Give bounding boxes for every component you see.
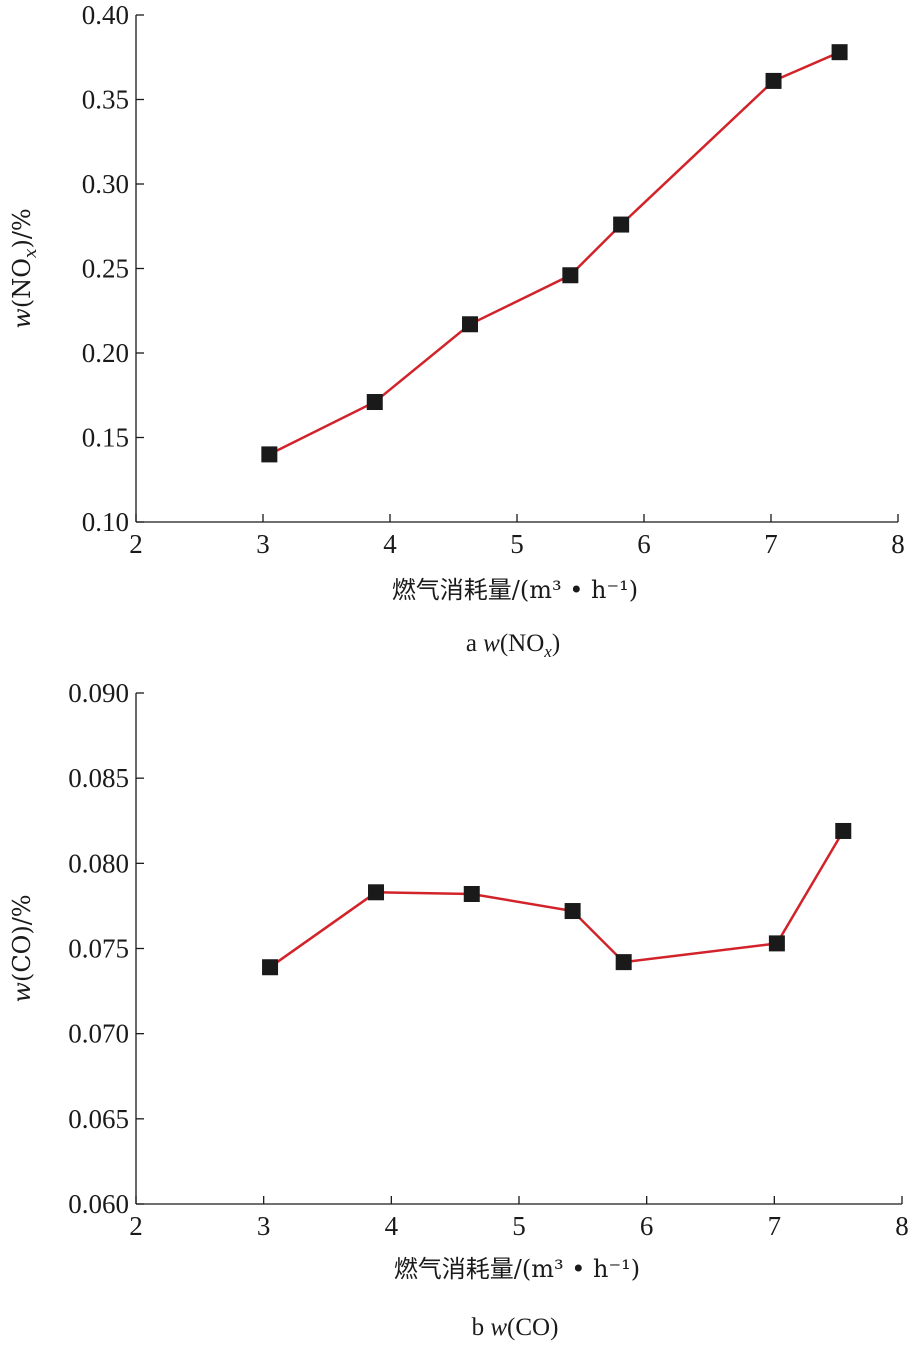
y-tick-label: 0.060 (68, 1189, 129, 1219)
y-tick-label: 0.080 (68, 848, 129, 878)
data-point-marker (463, 885, 480, 902)
x-tick-label: 6 (640, 1211, 654, 1241)
y-tick-label: 0.065 (68, 1104, 129, 1134)
x-tick-label: 2 (129, 529, 143, 559)
x-tick-label: 4 (383, 529, 397, 559)
chart-a: 0.10 0.15 0.20 0.25 0.30 0.35 0.40 2 3 4 5 6 7 8 燃气消耗量… (8, 0, 905, 661)
data-point-marker (835, 822, 852, 839)
y-axis-title: w(NOx)/% (8, 208, 41, 328)
x-tick-label: 6 (637, 529, 651, 559)
x-axis-title: 燃气消耗量/(m³ • h⁻¹) (392, 576, 638, 604)
chart-b: 0.060 0.065 0.070 0.075 0.080 0.085 0.090 2 3 4 5 6… (8, 678, 909, 1341)
series-line (269, 830, 845, 969)
x-tick-label: 3 (257, 1211, 271, 1241)
series-line (268, 51, 841, 456)
x-tick-label: 7 (768, 1211, 782, 1241)
y-axis-title: w(CO)/% (8, 894, 36, 1002)
x-tick-label: 4 (385, 1211, 399, 1241)
data-point-marker (462, 316, 479, 333)
data-point-marker (765, 72, 782, 89)
data-point-marker (366, 394, 383, 411)
y-tick-label: 0.075 (68, 934, 129, 964)
y-tick-label: 0.15 (82, 423, 129, 453)
data-point-marker (564, 903, 581, 920)
data-point-marker (261, 446, 278, 463)
x-tick-label: 5 (510, 529, 524, 559)
data-point-marker (613, 216, 630, 233)
y-tick-label: 0.070 (68, 1019, 129, 1049)
y-tick-label: 0.35 (82, 85, 129, 115)
x-tick-label: 3 (256, 529, 270, 559)
x-tick-label: 8 (895, 1211, 909, 1241)
data-point-marker (768, 935, 785, 952)
data-point-marker (831, 44, 848, 61)
x-tick-label: 5 (512, 1211, 526, 1241)
y-tick-label: 0.085 (68, 763, 129, 793)
data-point-marker (615, 954, 632, 971)
x-tick-label: 7 (764, 529, 778, 559)
y-tick-label: 0.25 (82, 254, 129, 284)
y-tick-label: 0.30 (82, 169, 129, 199)
data-point-marker (368, 884, 385, 901)
chart-caption: a w(NOx) (466, 630, 560, 661)
y-tick-label: 0.090 (68, 678, 129, 708)
x-tick-label: 2 (129, 1211, 143, 1241)
chart-caption: b w(CO) (472, 1314, 559, 1341)
data-point-marker (262, 959, 279, 976)
x-tick-label: 8 (891, 529, 905, 559)
data-point-marker (562, 267, 579, 284)
y-tick-label: 0.20 (82, 338, 129, 368)
y-tick-label: 0.40 (82, 0, 129, 30)
y-tick-label: 0.10 (82, 507, 129, 537)
x-axis-title: 燃气消耗量/(m³ • h⁻¹) (394, 1255, 640, 1283)
